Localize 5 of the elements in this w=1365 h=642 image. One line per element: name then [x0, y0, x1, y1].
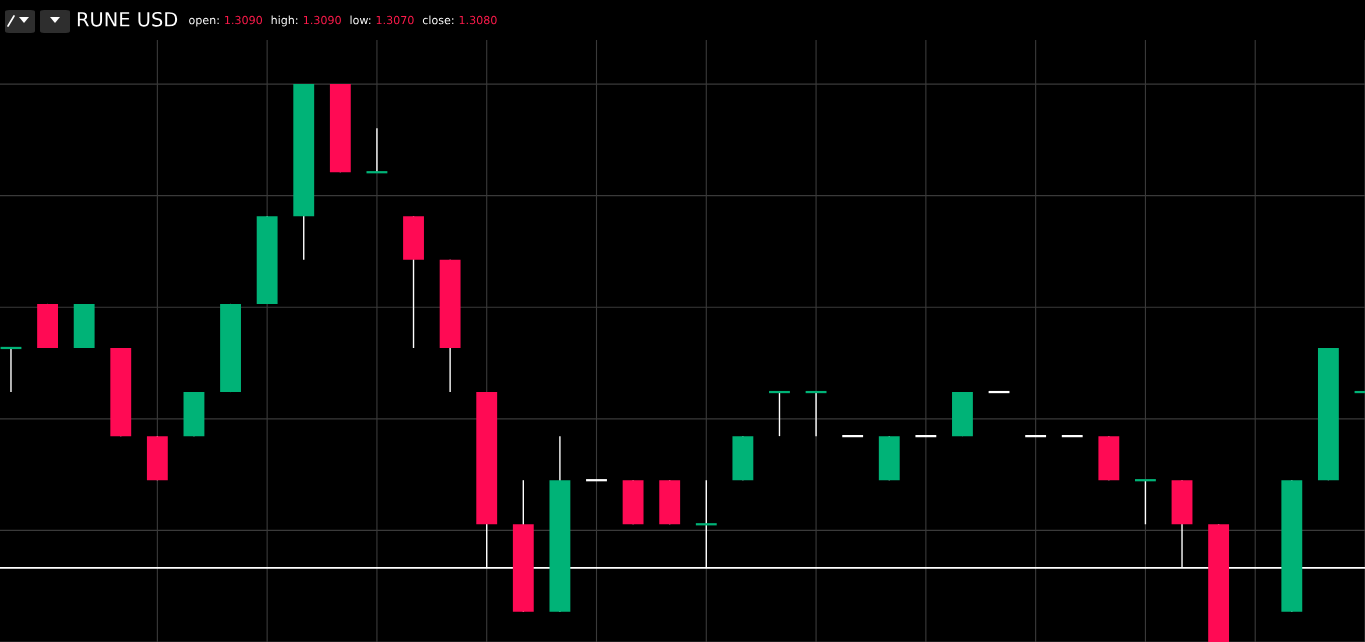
chart-title: RUNE USD — [77, 11, 178, 27]
text: low: 1.3070 — [350, 15, 414, 25]
text: open: 1.3090 — [189, 15, 263, 27]
text: close: 1.3080 — [422, 15, 497, 25]
text: high: 1.3090 — [271, 15, 341, 27]
